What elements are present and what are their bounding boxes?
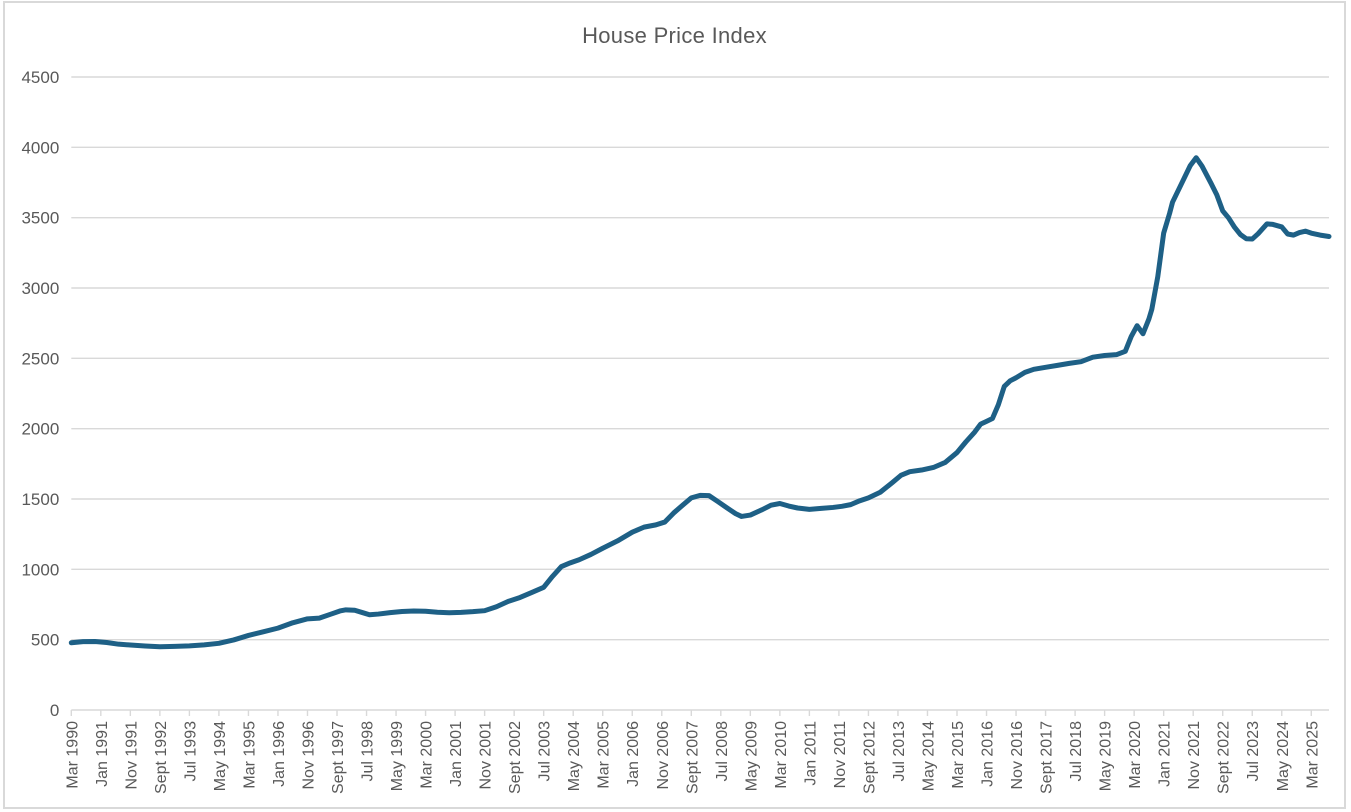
x-tick-label: Mar 2020 bbox=[1127, 721, 1144, 789]
y-tick-label: 3000 bbox=[21, 279, 59, 298]
x-tick-label: Mar 2000 bbox=[419, 721, 436, 789]
x-tick-label: Mar 1995 bbox=[241, 721, 258, 789]
x-tick-label: May 2024 bbox=[1275, 721, 1292, 791]
x-tick-label: Nov 1996 bbox=[300, 721, 317, 790]
x-tick-label: Mar 2025 bbox=[1304, 721, 1321, 789]
x-tick-label: Jan 2001 bbox=[448, 721, 465, 787]
x-tick-label: Nov 2021 bbox=[1186, 721, 1203, 790]
x-tick-label: Mar 1990 bbox=[64, 721, 81, 789]
x-tick-label: Mar 2010 bbox=[773, 721, 790, 789]
y-tick-label: 3500 bbox=[21, 209, 59, 228]
x-tick-label: May 2009 bbox=[743, 721, 760, 791]
x-tick-label: Nov 2011 bbox=[832, 721, 849, 788]
x-tick-label: Sept 2022 bbox=[1216, 721, 1233, 794]
x-tick-label: Jan 2006 bbox=[625, 721, 642, 787]
x-tick-label: Jul 2018 bbox=[1068, 721, 1085, 782]
x-tick-label: Nov 2016 bbox=[1009, 721, 1026, 790]
x-tick-label: Jul 2013 bbox=[891, 721, 908, 782]
y-tick-label: 0 bbox=[50, 701, 59, 720]
x-tick-label: Sept 2017 bbox=[1039, 721, 1056, 794]
x-tick-label: Sept 1997 bbox=[330, 721, 347, 794]
x-tick-label: Jan 2011 bbox=[802, 721, 819, 786]
y-tick-label: 500 bbox=[31, 631, 59, 650]
y-tick-label: 4500 bbox=[21, 68, 59, 87]
x-tick-label: Jul 1998 bbox=[360, 721, 377, 782]
x-tick-label: Sept 1992 bbox=[153, 721, 170, 794]
chart-frame: House Price Index 0 500 1000 1500 2000 2500 30… bbox=[3, 1, 1346, 809]
x-tick-label: May 2019 bbox=[1098, 721, 1115, 791]
y-tick-label: 4000 bbox=[21, 138, 59, 157]
x-tick-label: Nov 2006 bbox=[655, 721, 672, 790]
x-tick-label: Jul 1993 bbox=[182, 721, 199, 782]
line-chart-plot: 0 500 1000 1500 2000 2500 3000 3500 4000 4500 Mar … bbox=[21, 68, 1332, 794]
x-tick-label: Mar 2005 bbox=[596, 721, 613, 789]
x-tick-label: May 1994 bbox=[212, 721, 229, 791]
x-tick-label: Jul 2003 bbox=[537, 721, 554, 782]
x-tick-label: Sept 2007 bbox=[684, 721, 701, 794]
x-tick-label: Jul 2023 bbox=[1245, 721, 1262, 782]
x-tick-label: Jan 1996 bbox=[271, 721, 288, 787]
x-tick-label: Jan 2021 bbox=[1157, 721, 1174, 787]
x-tick-label: Jan 2016 bbox=[980, 721, 997, 787]
y-tick-label: 2500 bbox=[21, 349, 59, 368]
x-tick-label: Jul 2008 bbox=[714, 721, 731, 782]
x-tick-label: Sept 2002 bbox=[507, 721, 524, 794]
y-tick-label: 2000 bbox=[21, 420, 59, 439]
x-tick-label: Nov 1991 bbox=[123, 721, 140, 790]
house-price-index-series-line bbox=[68, 155, 1332, 650]
x-tick-label: Nov 2001 bbox=[478, 721, 495, 790]
x-tick-label: Sept 2012 bbox=[861, 721, 878, 794]
x-tick-label: May 1999 bbox=[389, 721, 406, 791]
x-tick-label: May 2004 bbox=[566, 721, 583, 791]
chart-title: House Price Index bbox=[582, 23, 767, 48]
x-tick-label: Mar 2015 bbox=[950, 721, 967, 789]
y-tick-label: 1500 bbox=[21, 490, 59, 509]
x-tick-label: Jan 1991 bbox=[94, 721, 111, 787]
y-tick-label: 1000 bbox=[21, 560, 59, 579]
x-tick-label: May 2014 bbox=[920, 721, 937, 791]
